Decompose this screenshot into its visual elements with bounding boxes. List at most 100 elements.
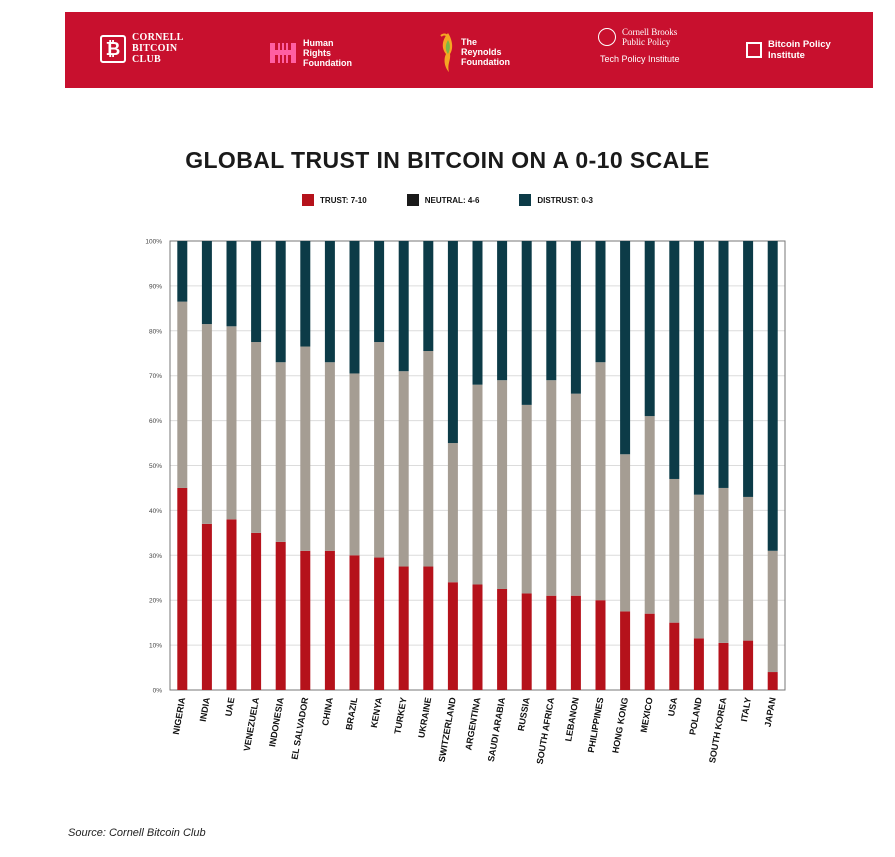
logo-text: The — [461, 37, 478, 47]
x-tick-label: MEXICO — [639, 697, 655, 734]
bar-segment — [620, 454, 631, 612]
bar-segment — [743, 496, 754, 641]
y-tick-label: 40% — [149, 508, 162, 515]
logo-text: Institute — [768, 50, 805, 61]
x-tick-label: JAPAN — [763, 697, 778, 728]
bar-segment — [595, 362, 606, 601]
x-tick-label: LEBANON — [563, 697, 581, 743]
x-tick-label: RUSSIA — [516, 696, 532, 732]
bar-segment — [324, 241, 335, 363]
legend-item-trust: TRUST: 7-10 — [302, 194, 367, 206]
bar-segment — [693, 494, 704, 639]
bar-segment — [620, 241, 631, 455]
bar-segment — [447, 582, 458, 690]
bar-segment — [521, 241, 532, 405]
bar-segment — [300, 550, 311, 690]
logo-text: Foundation — [303, 58, 352, 68]
bar-segment — [349, 555, 360, 690]
bar-segment — [497, 380, 508, 589]
cornell-brooks-logo: Cornell Brooks Public Policy Tech Policy… — [598, 27, 680, 64]
bar-segment — [570, 595, 581, 690]
logo-text: Public Policy — [622, 37, 671, 47]
bar-segment — [743, 640, 754, 690]
bar-segment — [374, 241, 385, 343]
x-tick-label: SOUTH KOREA — [707, 696, 728, 764]
bitcoin-policy-institute-logo: Bitcoin Policy Institute — [746, 39, 831, 61]
bar-segment — [497, 588, 508, 690]
cornell-bitcoin-club-logo: ₿ CORNELL BITCOIN CLUB — [100, 32, 184, 65]
bar-segment — [300, 346, 311, 551]
bar-segment — [570, 241, 581, 394]
bar-segment — [423, 351, 434, 567]
bar-segment — [398, 566, 409, 690]
bar-segment — [275, 362, 286, 542]
hrf-h-icon — [270, 43, 296, 63]
bar-segment — [743, 241, 754, 497]
bar-segment — [226, 326, 237, 520]
bar-segment — [644, 416, 655, 614]
logo-text: Cornell Brooks — [622, 27, 678, 37]
reynolds-foundation-logo: The Reynolds Foundation — [437, 30, 510, 74]
x-tick-label: HONG KONG — [610, 697, 630, 754]
bar-segment — [595, 600, 606, 690]
y-tick-label: 30% — [149, 553, 162, 560]
x-tick-label: TURKEY — [392, 697, 408, 735]
legend-label: TRUST: 7-10 — [320, 195, 367, 205]
x-tick-label: USA — [666, 696, 679, 717]
logo-text: Reynolds — [461, 47, 502, 57]
bar-segment — [423, 566, 434, 690]
legend-label: DISTRUST: 0-3 — [537, 195, 593, 205]
bar-segment — [718, 642, 729, 690]
chart-title: GLOBAL TRUST IN BITCOIN ON A 0-10 SCALE — [185, 147, 710, 173]
bar-segment — [374, 342, 385, 558]
bar-segment — [693, 638, 704, 690]
bar-segment — [177, 241, 188, 302]
chart-legend: TRUST: 7-10 NEUTRAL: 4-6 DISTRUST: 0-3 — [0, 194, 895, 206]
bar-segment — [472, 584, 483, 690]
legend-swatch — [519, 194, 532, 206]
bar-segment — [472, 241, 483, 385]
legend-swatch — [302, 194, 315, 206]
y-tick-label: 60% — [149, 418, 162, 425]
bar-segment — [546, 380, 557, 596]
bar-segment — [201, 241, 212, 325]
bar-segment — [620, 611, 631, 690]
y-tick-label: 10% — [149, 643, 162, 650]
x-tick-label: NIGERIA — [171, 696, 187, 735]
logo-text: Rights — [303, 48, 331, 58]
bar-segment — [669, 241, 680, 479]
bar-segment — [521, 404, 532, 594]
bar-segment — [226, 241, 237, 327]
x-tick-label: INDONESIA — [267, 696, 286, 747]
bar-segment — [300, 241, 311, 347]
bar-segment — [251, 532, 262, 690]
x-tick-label: SOUTH AFRICA — [535, 696, 557, 765]
bar-segment — [423, 241, 434, 352]
bar-segment — [644, 613, 655, 690]
bar-segment — [374, 557, 385, 690]
x-tick-label: UAE — [223, 697, 236, 717]
x-tick-label: SWITZERLAND — [437, 696, 458, 763]
y-tick-label: 80% — [149, 328, 162, 335]
bar-segment — [201, 523, 212, 690]
bar-segment — [447, 443, 458, 583]
logo-text: BITCOIN — [132, 43, 178, 54]
bar-segment — [398, 371, 409, 567]
bar-segment — [398, 241, 409, 372]
x-tick-label: EL SALVADOR — [289, 696, 310, 760]
logo-text: Human — [303, 38, 334, 48]
x-tick-label: SAUDI ARABIA — [486, 696, 507, 762]
bar-segment — [251, 342, 262, 533]
bar-segment — [767, 550, 778, 673]
x-tick-label: INDIA — [198, 696, 212, 722]
bar-segment — [251, 241, 262, 343]
y-tick-label: 100% — [145, 239, 162, 246]
x-tick-label: CHINA — [320, 696, 335, 726]
y-tick-label: 90% — [149, 283, 162, 290]
bar-segment — [447, 241, 458, 444]
bar-segment — [177, 487, 188, 690]
human-rights-foundation-logo: Human Rights Foundation — [268, 38, 352, 68]
flame-icon — [440, 33, 453, 72]
x-tick-label: ITALY — [739, 697, 753, 723]
bar-segment — [349, 373, 360, 556]
